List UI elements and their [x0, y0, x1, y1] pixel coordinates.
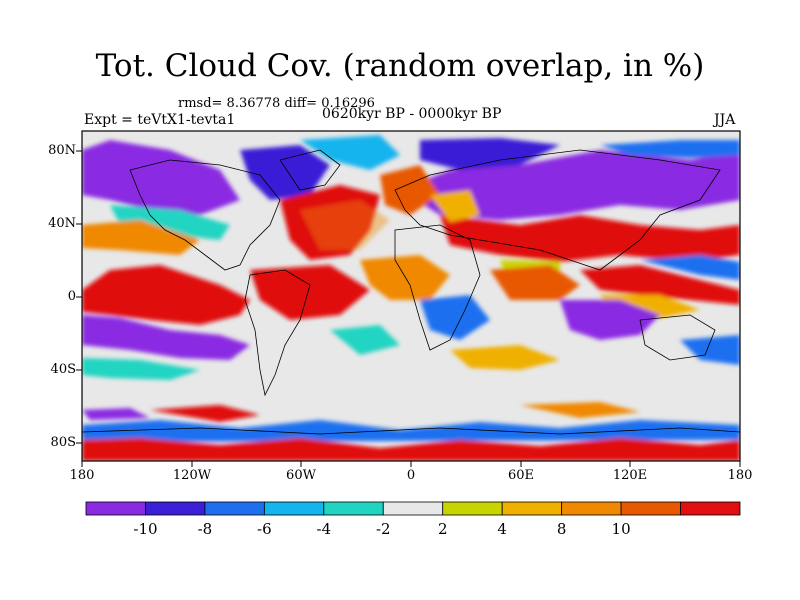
- lon-tick-180e: 180: [727, 468, 753, 483]
- colorbar: [85, 501, 741, 516]
- colorbar-box: [323, 501, 384, 516]
- colorbar-box: [85, 501, 146, 516]
- lon-tick-0: 0: [406, 468, 416, 483]
- map-ticks: [76, 150, 741, 467]
- stats-line: rmsd= 8.36778 diff= 0.16296: [178, 96, 375, 111]
- colorbar-label: -4: [316, 520, 332, 538]
- lat-tick-80s: 80S: [50, 435, 76, 450]
- colorbar-label: 4: [497, 520, 507, 538]
- colorbar-box: [204, 501, 265, 516]
- colorbar-label: 10: [611, 520, 631, 538]
- anomaly-field: [82, 131, 740, 461]
- colorbar-box: [442, 501, 503, 516]
- colorbar-label: -6: [257, 520, 272, 538]
- colorbar-box: [680, 501, 741, 516]
- lon-tick-180w: 180: [69, 468, 95, 483]
- period-label: 0620kyr BP - 0000kyr BP: [322, 106, 502, 122]
- lat-tick-40n: 40N: [48, 216, 76, 231]
- colorbar-label: -8: [197, 520, 213, 538]
- lon-tick-120w: 120W: [172, 468, 212, 483]
- colorbar-box: [145, 501, 206, 516]
- colorbar-box: [501, 501, 563, 516]
- colorbar-label: -10: [133, 520, 158, 538]
- colorbar-box: [382, 501, 444, 516]
- colorbar-box: [561, 501, 622, 516]
- lon-tick-60e: 60E: [507, 468, 535, 483]
- plot-title: Tot. Cloud Cov. (random overlap, in %): [95, 48, 705, 84]
- coastlines: [82, 149, 740, 435]
- colorbar-label: -2: [375, 520, 391, 538]
- colorbar-box: [263, 501, 325, 516]
- season-label: JJA: [714, 112, 736, 128]
- colorbar-box: [620, 501, 681, 516]
- lon-tick-60w: 60W: [286, 468, 316, 483]
- lat-tick-80n: 80N: [48, 143, 76, 158]
- experiment-label: Expt = teVtX1-tevta1: [84, 112, 236, 128]
- lat-tick-40s: 40S: [50, 362, 76, 377]
- colorbar-label: 2: [437, 520, 448, 538]
- lon-tick-120e: 120E: [612, 468, 648, 483]
- colorbar-label: 8: [556, 520, 567, 538]
- lat-tick-0: 0: [67, 289, 76, 304]
